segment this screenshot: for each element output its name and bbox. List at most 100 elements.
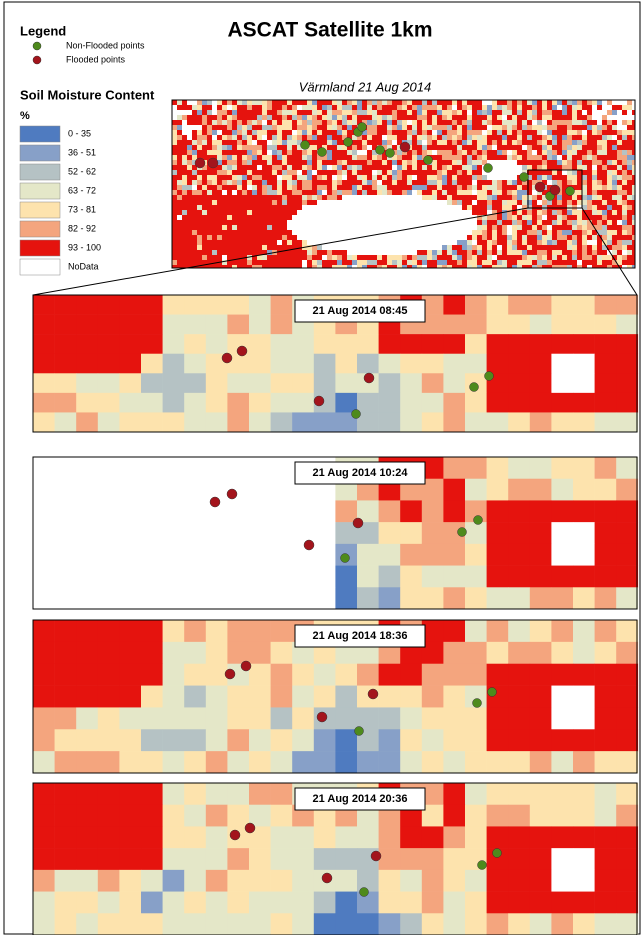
non-flooded-point bbox=[341, 554, 350, 563]
raster-cell bbox=[447, 160, 452, 165]
raster-cell bbox=[177, 175, 182, 180]
raster-cell bbox=[595, 522, 617, 544]
raster-cell bbox=[352, 140, 357, 145]
raster-cell bbox=[217, 245, 222, 250]
raster-cell bbox=[207, 230, 212, 235]
raster-cell bbox=[527, 255, 532, 260]
raster-cell bbox=[443, 620, 465, 642]
raster-cell bbox=[422, 751, 444, 773]
raster-cell bbox=[617, 115, 622, 120]
raster-cell bbox=[542, 230, 547, 235]
raster-cell bbox=[422, 105, 427, 110]
raster-cell bbox=[422, 120, 427, 125]
raster-cell bbox=[237, 110, 242, 115]
raster-cell bbox=[377, 130, 382, 135]
non-flooded-point bbox=[360, 888, 369, 897]
raster-cell bbox=[417, 190, 422, 195]
raster-cell bbox=[192, 240, 197, 245]
raster-cell bbox=[557, 155, 562, 160]
raster-cell bbox=[595, 870, 617, 892]
raster-cell bbox=[432, 125, 437, 130]
raster-cell bbox=[282, 135, 287, 140]
raster-cell bbox=[332, 145, 337, 150]
raster-cell bbox=[412, 245, 417, 250]
raster-cell bbox=[322, 175, 327, 180]
raster-cell bbox=[252, 250, 257, 255]
raster-cell bbox=[617, 205, 622, 210]
raster-cell bbox=[497, 105, 502, 110]
raster-cell bbox=[582, 245, 587, 250]
raster-cell bbox=[177, 110, 182, 115]
raster-cell bbox=[542, 250, 547, 255]
raster-cell bbox=[397, 200, 402, 205]
raster-cell bbox=[206, 522, 228, 544]
raster-cell bbox=[317, 115, 322, 120]
raster-cell bbox=[443, 479, 465, 501]
raster-cell bbox=[141, 805, 163, 827]
raster-cell bbox=[277, 135, 282, 140]
raster-cell bbox=[332, 200, 337, 205]
raster-cell bbox=[465, 913, 487, 935]
raster-cell bbox=[237, 130, 242, 135]
raster-cell bbox=[76, 479, 98, 501]
raster-cell bbox=[532, 235, 537, 240]
raster-cell bbox=[607, 230, 612, 235]
map-layout: ASCAT Satellite 1km Legend Soil Moisture… bbox=[0, 0, 643, 935]
raster-cell bbox=[472, 240, 477, 245]
raster-cell bbox=[562, 105, 567, 110]
raster-cell bbox=[377, 210, 382, 215]
raster-cell bbox=[592, 200, 597, 205]
raster-cell bbox=[597, 200, 602, 205]
raster-cell bbox=[487, 110, 492, 115]
raster-cell bbox=[347, 175, 352, 180]
raster-cell bbox=[617, 200, 622, 205]
raster-cell bbox=[287, 255, 292, 260]
raster-cell bbox=[427, 145, 432, 150]
raster-cell bbox=[577, 175, 582, 180]
raster-cell bbox=[582, 165, 587, 170]
raster-cell bbox=[207, 240, 212, 245]
raster-cell bbox=[247, 210, 252, 215]
raster-cell bbox=[252, 200, 257, 205]
raster-cell bbox=[562, 160, 567, 165]
raster-cell bbox=[292, 105, 297, 110]
raster-cell bbox=[337, 140, 342, 145]
non-flooded-point bbox=[493, 849, 502, 858]
raster-cell bbox=[76, 664, 98, 686]
raster-cell bbox=[573, 315, 595, 335]
raster-cell bbox=[217, 105, 222, 110]
raster-cell bbox=[141, 848, 163, 870]
raster-cell bbox=[317, 185, 322, 190]
raster-cell bbox=[487, 115, 492, 120]
raster-cell bbox=[357, 230, 362, 235]
raster-cell bbox=[522, 140, 527, 145]
raster-cell bbox=[537, 100, 542, 105]
raster-cell bbox=[402, 235, 407, 240]
raster-cell bbox=[442, 140, 447, 145]
raster-cell bbox=[567, 140, 572, 145]
raster-cell bbox=[508, 522, 530, 544]
raster-cell bbox=[616, 479, 638, 501]
raster-cell bbox=[472, 155, 477, 160]
raster-cell bbox=[347, 185, 352, 190]
raster-cell bbox=[597, 145, 602, 150]
raster-cell bbox=[33, 686, 55, 708]
raster-cell bbox=[302, 205, 307, 210]
raster-cell bbox=[612, 190, 617, 195]
raster-cell bbox=[207, 185, 212, 190]
raster-cell bbox=[262, 240, 267, 245]
raster-cell bbox=[392, 215, 397, 220]
raster-cell bbox=[397, 175, 402, 180]
raster-cell bbox=[271, 393, 293, 413]
raster-cell bbox=[522, 235, 527, 240]
raster-cell bbox=[457, 190, 462, 195]
raster-cell bbox=[517, 125, 522, 130]
raster-cell bbox=[587, 170, 592, 175]
raster-cell bbox=[422, 130, 427, 135]
raster-cell bbox=[192, 120, 197, 125]
raster-cell bbox=[595, 664, 617, 686]
raster-cell bbox=[327, 100, 332, 105]
raster-cell bbox=[206, 315, 228, 335]
raster-cell bbox=[616, 544, 638, 566]
raster-cell bbox=[292, 210, 297, 215]
